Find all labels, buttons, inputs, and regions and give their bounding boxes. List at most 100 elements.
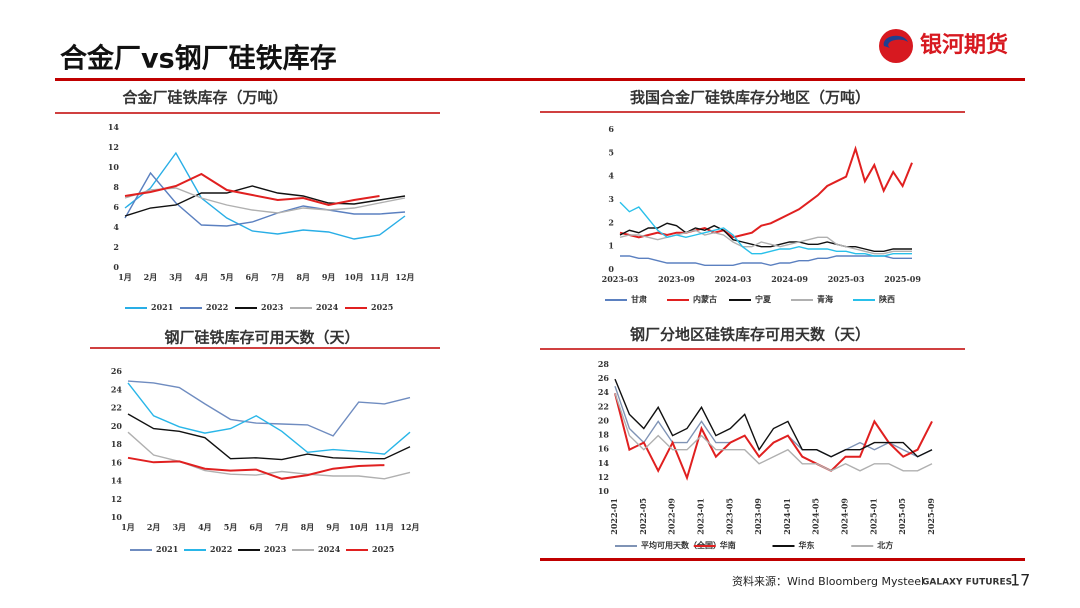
x-tick-label: 6月: [245, 272, 259, 282]
logo-swoosh: [883, 35, 908, 48]
y-tick-label: 14: [111, 476, 123, 486]
logo-icon: [879, 29, 913, 63]
x-tick-label: 2025-03: [828, 274, 865, 284]
x-tick-label: 4月: [198, 522, 212, 532]
y-tick-label: 0: [608, 264, 614, 274]
series-line: [619, 201, 912, 257]
legend-label: 华南: [720, 540, 736, 550]
x-tick-label: 2月: [147, 522, 161, 532]
y-tick-label: 24: [111, 384, 123, 394]
x-tick-label: 2023-01: [695, 498, 705, 535]
series-line: [124, 151, 406, 240]
y-tick-label: 22: [598, 401, 609, 411]
legend-label: 华东: [799, 540, 815, 550]
x-tick-label: 2025-09: [884, 274, 921, 284]
x-tick-label: 9月: [322, 272, 336, 282]
legend-label: 2025: [371, 302, 393, 312]
y-tick-label: 28: [598, 359, 610, 369]
x-tick-label: 6月: [249, 522, 263, 532]
x-tick-label: 3月: [172, 522, 186, 532]
x-tick-label: 2022-05: [638, 498, 648, 535]
legend-label: 内蒙古: [693, 294, 717, 304]
title-rule: [55, 78, 1025, 81]
legend-label: 甘肃: [631, 294, 647, 304]
legend-label: 宁夏: [755, 294, 772, 304]
x-tick-label: 8月: [301, 522, 315, 532]
legend-label: 2025: [372, 544, 394, 554]
y-tick-label: 16: [111, 457, 123, 467]
x-tick-label: 5月: [224, 522, 238, 532]
y-tick-label: 10: [598, 486, 610, 496]
legend-label: 青海: [817, 294, 833, 304]
y-tick-label: 0: [113, 262, 119, 272]
y-tick-label: 24: [598, 387, 610, 397]
y-tick-label: 6: [608, 124, 614, 134]
x-tick-label: 7月: [275, 522, 289, 532]
y-tick-label: 18: [111, 439, 123, 449]
x-tick-label: 7月: [271, 272, 285, 282]
x-tick-label: 2022-09: [667, 498, 677, 535]
x-tick-label: 5月: [220, 272, 234, 282]
x-tick-label: 2024-05: [811, 498, 821, 535]
legend-label: 2024: [318, 544, 341, 554]
y-tick-label: 12: [598, 472, 609, 482]
y-tick-label: 22: [111, 403, 122, 413]
y-tick-label: 1: [608, 241, 614, 251]
y-tick-label: 26: [598, 373, 610, 383]
y-tick-label: 10: [111, 512, 123, 522]
x-tick-label: 10月: [349, 522, 368, 532]
y-tick-label: 12: [108, 142, 119, 152]
x-tick-label: 1月: [121, 522, 135, 532]
series-line: [620, 255, 912, 267]
x-tick-label: 8月: [296, 272, 310, 282]
logo: 银河期货: [879, 29, 1008, 63]
y-tick-label: 14: [598, 458, 610, 468]
x-tick-label: 11月: [370, 272, 389, 282]
chart-title: 我国合金厂硅铁库存分地区（万吨）: [630, 89, 870, 107]
series-line: [124, 185, 406, 217]
legend-label: 北方: [877, 540, 893, 550]
legend-label: 2023: [261, 302, 284, 312]
series-line: [614, 378, 933, 458]
legend-label: 2021: [156, 544, 178, 554]
y-tick-label: 4: [113, 222, 119, 232]
x-tick-label: 10月: [345, 272, 364, 282]
footer-rule: [540, 558, 1025, 561]
y-tick-label: 18: [598, 430, 610, 440]
series-line: [124, 187, 406, 214]
brand: GALAXY FUTURES: [922, 578, 1012, 588]
y-tick-label: 20: [111, 421, 123, 431]
x-tick-label: 3月: [169, 272, 183, 282]
legend-label: 2022: [210, 544, 232, 554]
legend-label: 平均可用天数（全国）: [641, 540, 721, 550]
legend-label: 2024: [316, 302, 339, 312]
legend-label: 2023: [264, 544, 287, 554]
x-tick-label: 2024-01: [782, 498, 792, 535]
y-tick-label: 10: [108, 162, 120, 172]
series-line: [127, 456, 385, 480]
x-tick-label: 2025-09: [926, 498, 936, 535]
y-tick-label: 26: [111, 366, 123, 376]
chart-title: 钢厂分地区硅铁库存可用天数（天）: [630, 326, 870, 344]
x-tick-label: 2024-09: [840, 498, 850, 535]
x-tick-label: 12月: [395, 272, 414, 282]
x-tick-label: 2023-05: [724, 498, 734, 535]
y-tick-label: 8: [113, 182, 119, 192]
x-tick-label: 2023-09: [658, 274, 695, 284]
y-tick-label: 5: [608, 147, 614, 157]
series-line: [619, 145, 913, 239]
x-tick-label: 9月: [326, 522, 340, 532]
logo-text: 银河期货: [920, 32, 1008, 58]
x-tick-label: 2025-05: [897, 498, 907, 535]
series-line: [124, 171, 406, 227]
y-tick-label: 3: [608, 194, 614, 204]
y-tick-label: 14: [108, 122, 120, 132]
series-line: [127, 382, 411, 455]
y-tick-label: 4: [608, 171, 614, 181]
x-tick-label: 1月: [118, 272, 132, 282]
series-line: [614, 392, 933, 472]
chart-title: 合金厂硅铁库存（万吨）: [121, 89, 287, 107]
series-line: [619, 222, 912, 252]
